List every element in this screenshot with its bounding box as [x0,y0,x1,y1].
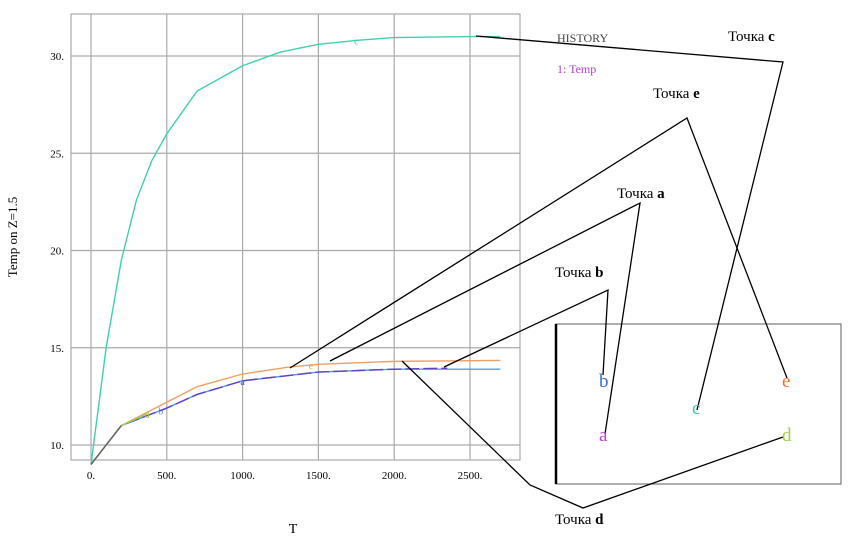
legend-entry: 1: Temp [557,62,596,76]
y-tick-label: 15. [50,343,64,355]
y-tick-label: 30. [50,51,64,63]
callout-letter: d [595,512,604,528]
x-tick-label: 2000. [382,470,407,482]
inset-letter-a: a [599,425,608,446]
x-axis-label: T [289,522,298,537]
callout-point-c: Точка c [728,29,775,46]
y-tick-label: 10. [50,440,64,452]
legend-title: HISTORY [557,31,608,45]
inset-letter-e: e [782,371,790,392]
leader-line-b [443,288,609,376]
x-tick-label: 500. [157,470,177,482]
leader-line-c [475,35,784,411]
callout-letter: b [595,265,604,281]
series-line-e [90,359,501,465]
series-marker-a: a [240,377,245,388]
inset-letter-b: b [599,371,609,392]
series-marker-e: e [309,361,314,372]
callout-letter: e [693,86,700,102]
callout-prefix: Точка [728,29,765,45]
series-line-start [90,425,122,465]
y-tick-label: 20. [50,246,64,258]
x-tick-label: 2500. [458,470,483,482]
x-tick-label: 1000. [230,470,255,482]
inset-letter-d: d [782,425,792,446]
grid [71,14,520,460]
callout-letter: a [657,186,665,202]
leader-lines [289,35,788,509]
series-marker-b: b [158,406,163,417]
callout-point-e: Точка e [653,86,700,103]
callout-point-a: Точка a [617,186,665,203]
series-marker-c: c [354,36,359,47]
y-axis-label: Temp on Z=1.5 [5,197,20,277]
leader-line-d [401,360,784,509]
callout-point-b: Точка b [555,265,604,282]
callout-prefix: Точка [617,186,654,202]
callout-point-d: Точка d [555,512,604,529]
callout-prefix: Точка [555,512,592,528]
x-tick-label: 1500. [306,470,331,482]
leader-line-e [289,117,788,379]
x-tick-label: 0. [87,470,96,482]
y-tick-label: 25. [50,148,64,160]
series-line-c [90,35,501,465]
series-marker-d: d [145,410,150,421]
tick-labels: 0. 500. 1000. 1500. 2000. 2500. 10. 15. 20. 25. 30… [50,51,482,482]
leader-line-a [329,201,641,435]
callout-prefix: Точка [653,86,690,102]
plot-frame [70,13,521,461]
callout-prefix: Точка [555,265,592,281]
series-lines: c e b a d [90,35,501,465]
callout-letter: c [768,29,775,45]
inset-letter-c: c [692,398,700,419]
